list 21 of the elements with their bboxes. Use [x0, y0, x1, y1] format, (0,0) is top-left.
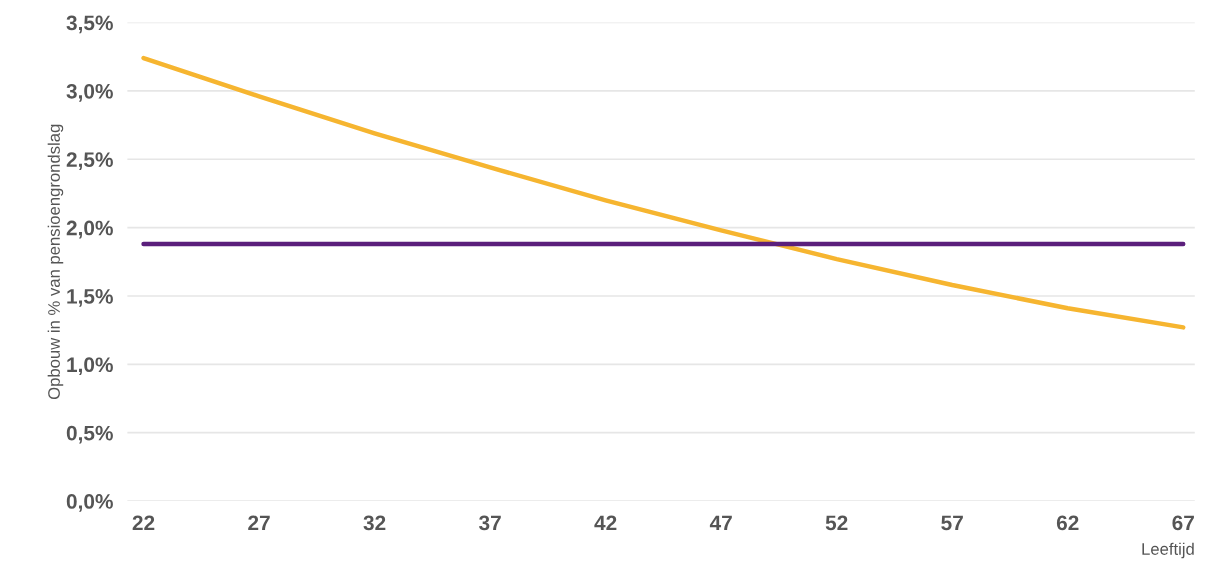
- line-series: [141, 55, 1186, 330]
- x-tick-label: 37: [479, 515, 501, 531]
- y-tick-label: 3,0%: [66, 83, 113, 102]
- x-tick-label: 47: [709, 515, 732, 531]
- x-axis-title: Leeftijd: [1142, 542, 1194, 559]
- y-tick-label: 1,0%: [67, 357, 113, 376]
- y-axis-title: Opbouw in % van pensioengrondslag: [47, 124, 64, 400]
- x-tick-label: 62: [1056, 515, 1079, 531]
- y-tick-label: 2,5%: [66, 152, 113, 171]
- x-tick-label: 42: [594, 515, 617, 531]
- x-tick-label: 67: [1172, 515, 1194, 531]
- x-tick-label: 52: [825, 515, 848, 531]
- x-tick-label: 57: [941, 515, 963, 531]
- y-tick-label: 1,5%: [67, 289, 113, 307]
- y-tick-label: 0,0%: [66, 494, 113, 512]
- x-tick-label: 27: [248, 515, 270, 531]
- x-tick-label: 32: [363, 515, 386, 531]
- x-tick-label: 22: [132, 515, 155, 531]
- y-tick-label: 0,5%: [66, 425, 113, 444]
- y-tick-label: 3,5%: [66, 15, 113, 34]
- y-tick-label: 2,0%: [66, 220, 113, 239]
